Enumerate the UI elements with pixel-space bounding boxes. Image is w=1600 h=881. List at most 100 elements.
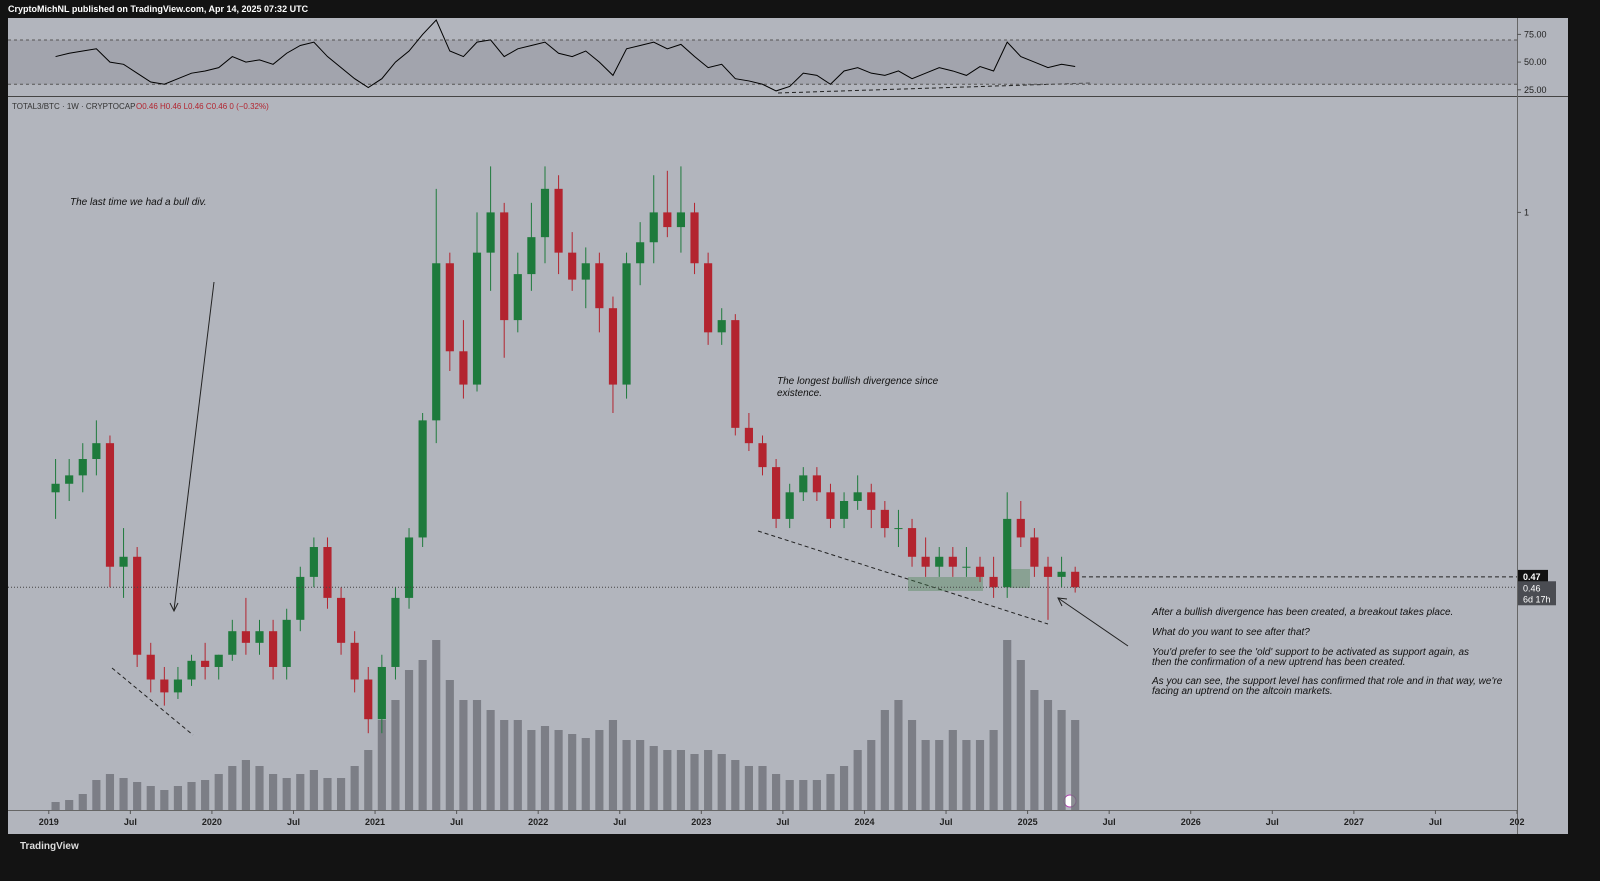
candle-body (894, 528, 903, 530)
volume-bar (173, 786, 183, 810)
candle-body (1043, 566, 1053, 577)
volume-bar (540, 726, 550, 810)
volume-bar (160, 790, 169, 810)
volume-bar (255, 766, 264, 810)
arrowhead (169, 602, 179, 613)
candle-body (296, 576, 305, 620)
volume-bar (228, 766, 237, 810)
candle-body (255, 631, 264, 643)
volume-bar (962, 740, 971, 810)
candle-body (839, 501, 849, 519)
candle-body (119, 556, 128, 567)
volume-bar (527, 730, 536, 810)
volume-bar (1043, 700, 1053, 810)
volume-bar (214, 774, 223, 810)
volume-bar (731, 760, 740, 810)
volume-bar (690, 754, 699, 810)
annotation: The last time we had a bull div. (70, 197, 207, 208)
volume-bar (744, 766, 753, 810)
candle-body (568, 252, 577, 280)
last-price-box (1518, 581, 1556, 606)
candle-body (65, 475, 74, 484)
candle-body (1016, 518, 1025, 538)
candle-body (1030, 537, 1039, 567)
volume-bar (717, 754, 726, 810)
candle-body (880, 509, 889, 529)
candle-body (962, 566, 971, 568)
volume-bar (935, 740, 944, 810)
volume-bar (92, 780, 101, 810)
x-tick-label: 2020 (202, 817, 222, 827)
candle-body (907, 528, 917, 557)
volume-bar (133, 782, 142, 810)
candle-body (404, 537, 414, 598)
volume-bar (894, 700, 903, 810)
volume-bar (1003, 640, 1012, 810)
rsi-band (8, 39, 1517, 85)
candle-body (187, 660, 196, 680)
volume-bar (391, 700, 400, 810)
candle-body (309, 547, 318, 577)
volume-bar (296, 774, 305, 810)
volume-bar (364, 750, 373, 810)
candle-body (133, 556, 142, 655)
volume-bar (989, 730, 998, 810)
candle-body (853, 492, 862, 502)
candle-body (799, 475, 808, 493)
candle-body (785, 492, 794, 519)
volume-bar (907, 720, 917, 810)
volume-bar (663, 750, 672, 810)
annotation: You'd prefer to see the 'old' support to… (1152, 647, 1469, 658)
candle-body (826, 492, 835, 519)
arrowhead (1057, 597, 1068, 607)
price-line-label: 0.47 (1523, 572, 1541, 582)
last-price-label: 0.46 (1523, 583, 1541, 593)
price-line-box (1518, 569, 1548, 583)
volume-bar (269, 774, 278, 810)
volume-bar (636, 740, 645, 810)
volume-bar (812, 780, 821, 810)
volume-bar (649, 746, 658, 810)
volume-bar (1071, 720, 1080, 810)
volume-bar (486, 710, 495, 810)
arrow (173, 281, 215, 611)
candle-body (486, 212, 495, 253)
volume-bar (853, 750, 862, 810)
countdown: 6d 17h (1523, 594, 1551, 604)
candle-body (772, 467, 781, 519)
rsi-tick-label: 50.00 (1524, 57, 1547, 67)
x-tick-label: Jul (1429, 817, 1442, 827)
volume-bar (839, 766, 849, 810)
candle-body (608, 308, 618, 385)
candle-body (228, 631, 237, 655)
volume-bar (432, 640, 441, 810)
candle-body (78, 459, 87, 476)
volume-bar (772, 774, 781, 810)
volume-bar (241, 760, 250, 810)
arrows (169, 281, 1129, 647)
volume-bar (472, 700, 482, 810)
candle-body (948, 556, 957, 567)
rsi-tick-label: 75.00 (1524, 29, 1547, 39)
candle-body (1003, 518, 1012, 588)
volume-bar (418, 660, 427, 810)
publisher: CryptoMichNL published on TradingView.co… (8, 4, 309, 14)
x-tick-label: 2022 (528, 817, 548, 827)
candle-body (323, 547, 332, 598)
brand: TradingView (20, 841, 79, 852)
candle-body (173, 679, 183, 693)
candle-body (921, 556, 930, 567)
volume-bar (554, 730, 563, 810)
volume-bar (948, 730, 957, 810)
x-tick-label: Jul (613, 817, 626, 827)
candle-body (336, 597, 346, 643)
volume-bar (1016, 660, 1025, 810)
candle-body (554, 188, 563, 253)
candle-body (1071, 571, 1080, 588)
candle-body (812, 475, 821, 493)
candle-body (459, 351, 468, 385)
volume-bar (880, 710, 889, 810)
candle-body (364, 679, 373, 720)
